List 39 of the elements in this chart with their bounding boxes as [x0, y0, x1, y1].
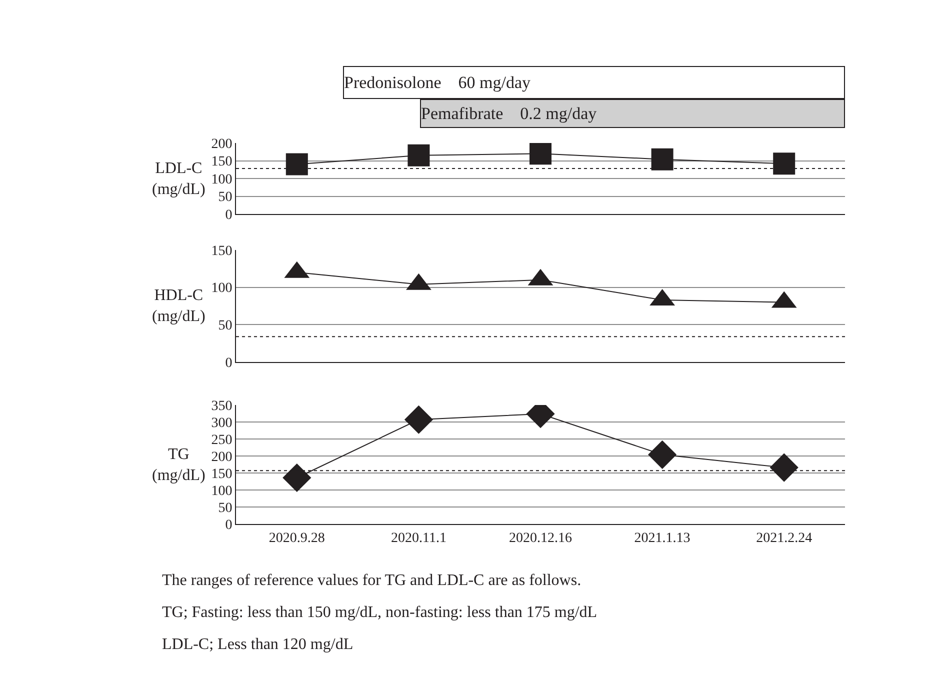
point: [651, 148, 674, 170]
y-tick-label: 200: [211, 136, 232, 152]
y-tick-label: 50: [218, 500, 232, 516]
text: TG; Fasting: less than 150 mg/dL, non-fasting: less than 175 mg/dL: [162, 604, 598, 621]
y-tick-label: 350: [211, 398, 232, 414]
y-tick-label: 50: [218, 318, 232, 334]
text: LDL-C; Less than 120 mg/dL: [162, 636, 354, 653]
y-tick-label: 150: [211, 466, 232, 482]
y-tick-label: 150: [211, 154, 232, 170]
y-tick-label: 200: [211, 450, 232, 465]
text: Predonisolone 60 mg/day: [344, 73, 532, 92]
point: [648, 440, 677, 469]
x-tick-label: 2020.9.28: [268, 530, 325, 546]
point: [770, 453, 798, 482]
point: [408, 144, 430, 166]
y-tick-label: 0: [225, 518, 232, 533]
y-tick-label: 50: [218, 190, 232, 206]
point: [773, 152, 796, 175]
x-tick-label: 2021.2.24: [756, 530, 812, 546]
y-tick-label: 100: [211, 172, 232, 188]
text: Pemafibrate 0.2 mg/day: [421, 104, 598, 123]
y-tick-label: 250: [211, 432, 232, 448]
y-axis-title: TG (mg/dL): [152, 446, 206, 484]
point: [530, 143, 552, 165]
y-tick-label: 150: [211, 244, 232, 259]
x-tick-label: 2021.1.13: [634, 530, 690, 546]
y-tick-label: 0: [225, 208, 232, 223]
x-tick-label: 2020.11.1: [390, 530, 446, 546]
y-tick-label: 0: [225, 356, 232, 371]
y-tick-label: 100: [211, 484, 232, 499]
y-tick-label: 100: [211, 281, 232, 296]
text: The ranges of reference values for TG and LDL-C are as follows.: [162, 572, 582, 589]
point: [282, 463, 312, 492]
point: [286, 153, 308, 176]
y-axis-title: LDL-C (mg/dL): [152, 160, 206, 198]
x-tick-label: 2020.12.16: [509, 530, 572, 546]
y-axis-title: HDL-C (mg/dL): [152, 287, 206, 325]
point: [404, 405, 433, 434]
y-tick-label: 300: [211, 416, 232, 431]
